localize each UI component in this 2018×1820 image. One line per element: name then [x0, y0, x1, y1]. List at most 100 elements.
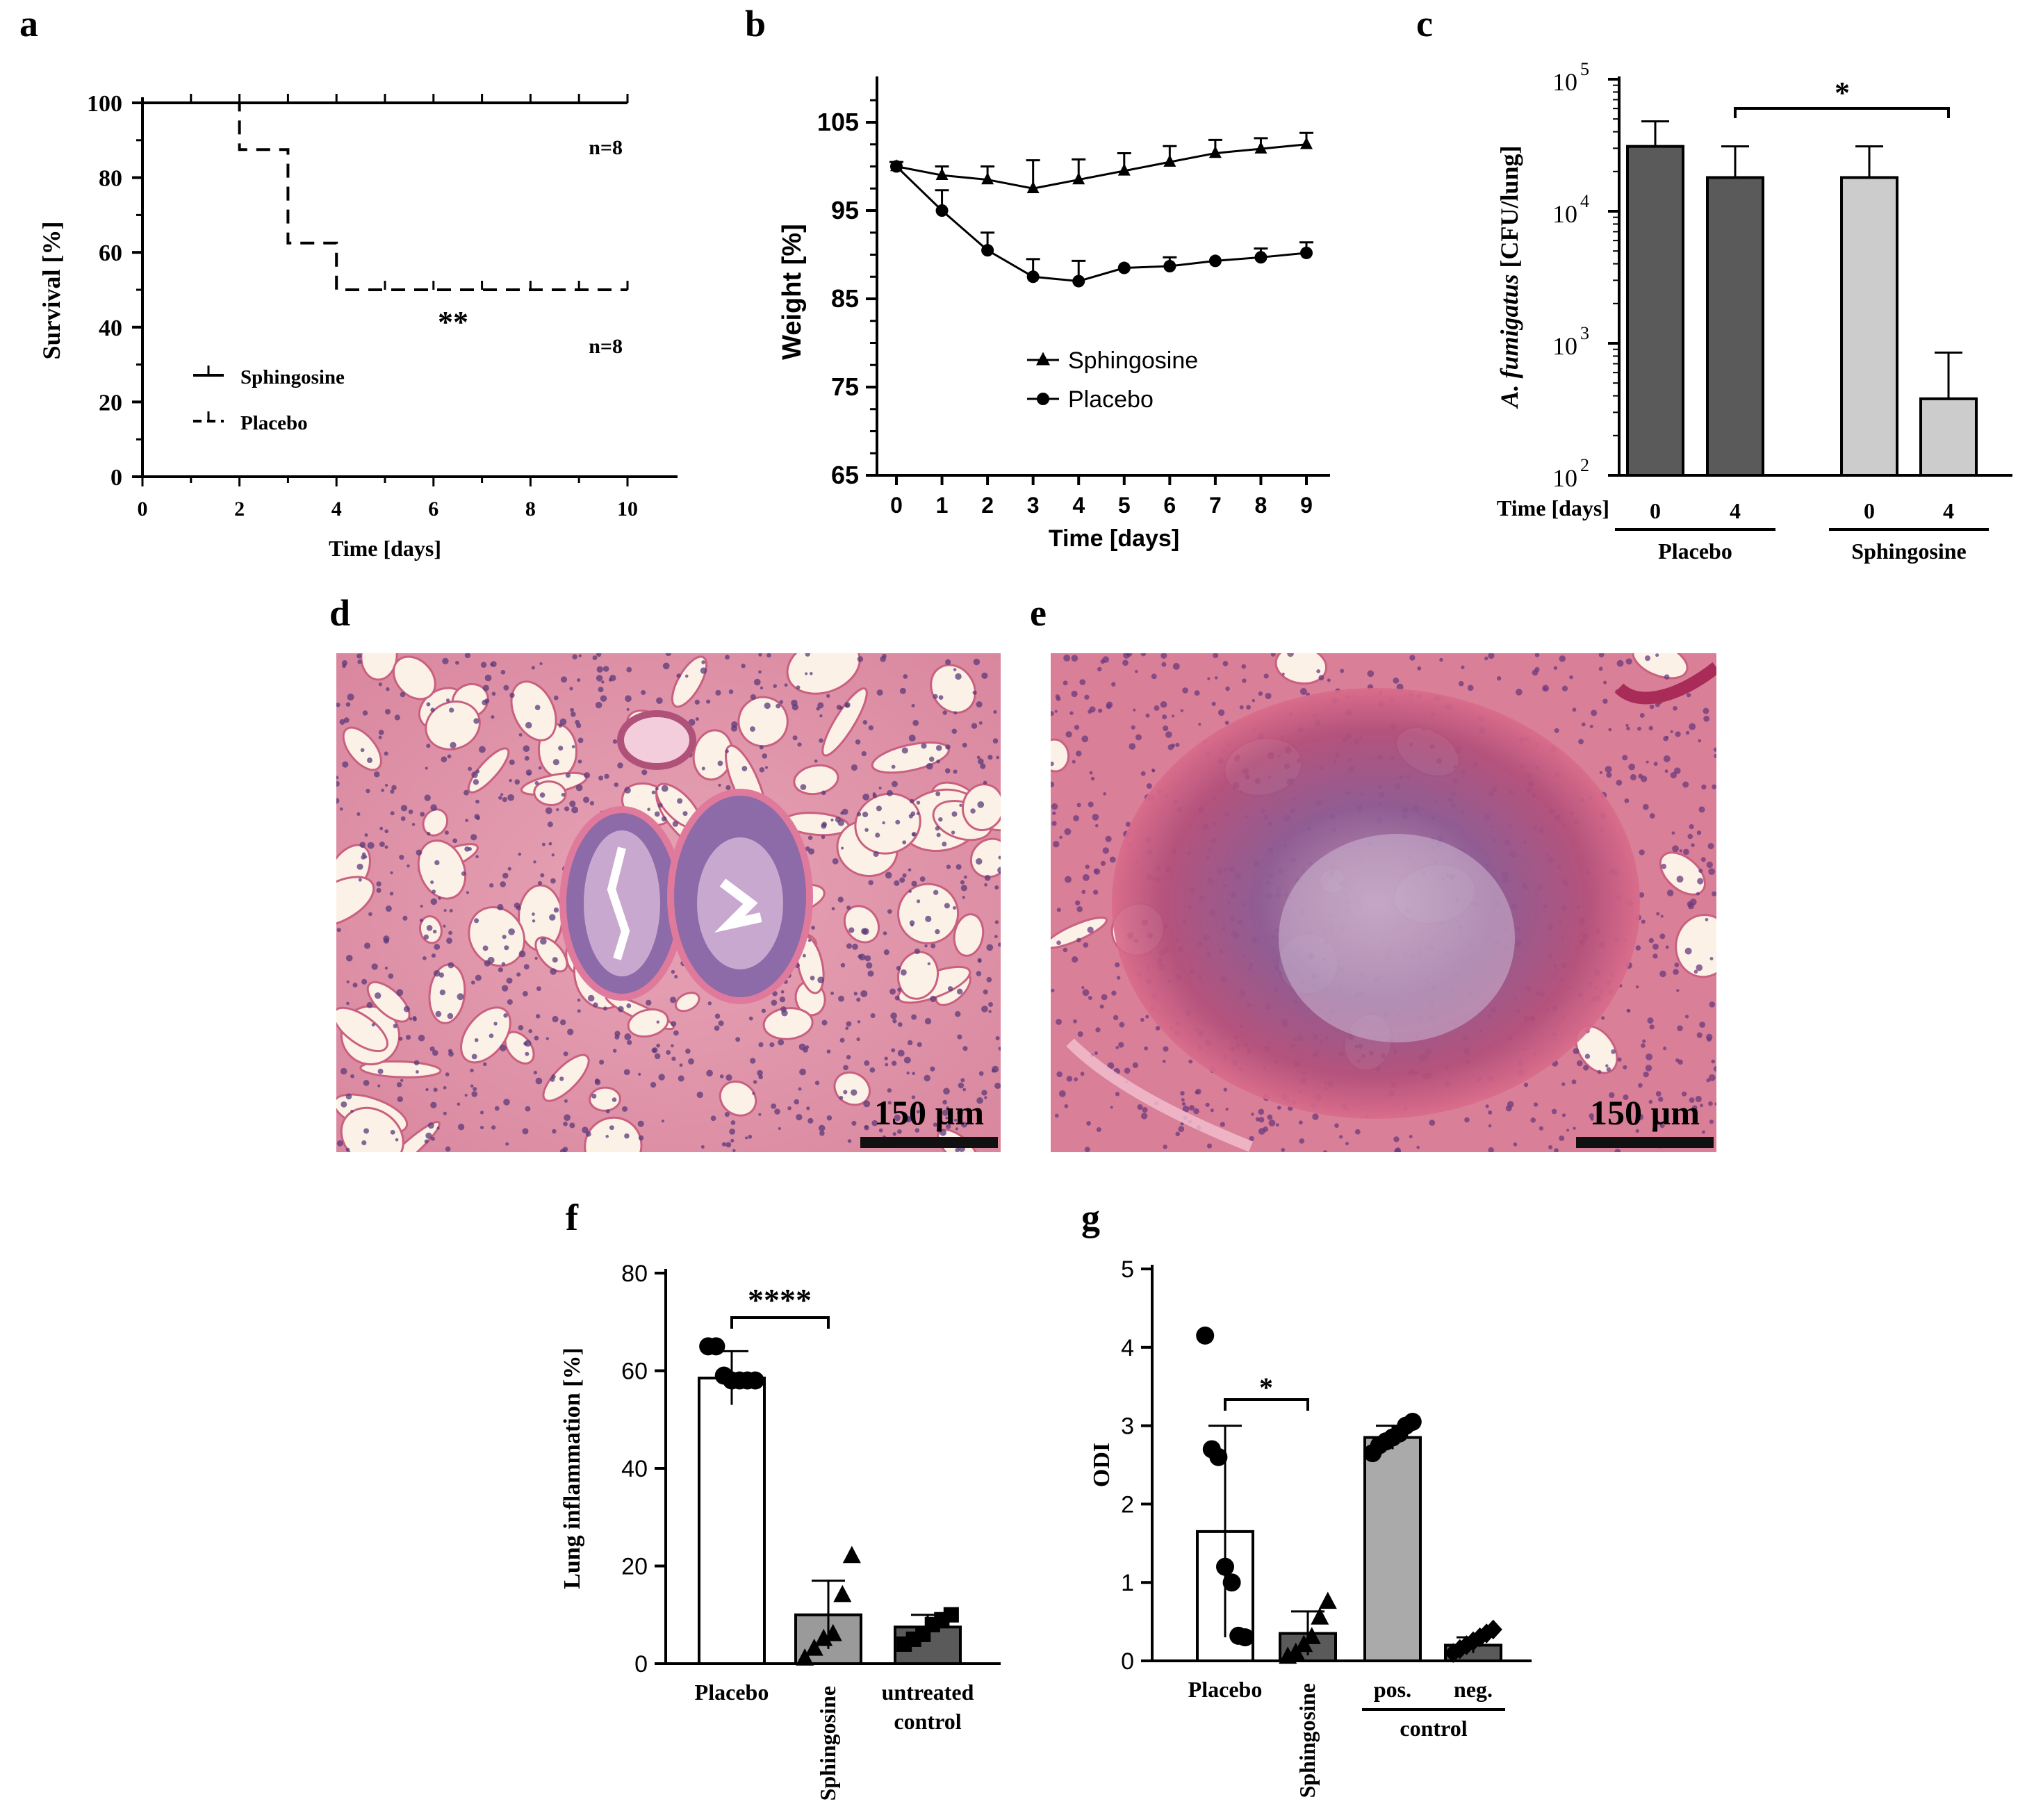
cell-nucleus	[1181, 1098, 1185, 1102]
cell-nucleus	[1251, 1113, 1254, 1116]
cell-nucleus	[654, 811, 660, 817]
cell-nucleus	[1687, 833, 1693, 839]
y-tick-label: 40	[621, 1456, 648, 1482]
cell-nucleus	[1142, 1107, 1148, 1113]
cell-nucleus	[378, 735, 382, 739]
cell-nucleus	[710, 1115, 716, 1122]
cell-nucleus	[345, 702, 351, 707]
cell-nucleus	[887, 1101, 892, 1105]
cell-nucleus	[1110, 1106, 1113, 1109]
cell-nucleus	[532, 912, 535, 916]
cell-nucleus	[831, 907, 835, 910]
significance-label: *	[1259, 1372, 1273, 1403]
cell-nucleus	[805, 672, 808, 675]
cell-nucleus	[536, 1014, 541, 1019]
cell-nucleus	[1287, 653, 1294, 657]
cell-nucleus	[446, 937, 452, 944]
cell-nucleus	[666, 1050, 671, 1055]
cell-nucleus	[1439, 657, 1443, 662]
cell-nucleus	[432, 929, 437, 934]
cell-nucleus	[523, 964, 530, 970]
cell-nucleus	[609, 674, 616, 682]
cell-nucleus	[884, 1056, 888, 1060]
cell-nucleus	[992, 738, 999, 744]
cell-nucleus	[863, 1100, 871, 1108]
cell-nucleus	[402, 915, 408, 921]
cell-nucleus	[1700, 1104, 1704, 1108]
cell-nucleus	[962, 896, 965, 899]
cell-nucleus	[959, 803, 962, 807]
cell-nucleus	[1239, 705, 1244, 710]
data-point-1	[833, 1584, 852, 1602]
cell-nucleus	[927, 962, 930, 966]
cell-nucleus	[624, 787, 631, 794]
cell-nucleus	[389, 892, 394, 896]
cell-nucleus	[1093, 889, 1099, 895]
alveolar-space	[542, 1054, 590, 1102]
cell-nucleus	[1161, 662, 1167, 667]
cell-nucleus	[376, 881, 382, 887]
cell-nucleus	[1074, 724, 1080, 730]
weight-chart: 65 75 85 95 105 0 1 2 3 4 5 6 7 8 9 Time [days] Weight […	[778, 76, 1330, 552]
cell-nucleus	[591, 1093, 597, 1099]
cell-nucleus	[855, 739, 861, 745]
cell-nucleus	[356, 653, 362, 659]
cell-nucleus	[1316, 669, 1321, 673]
cell-nucleus	[1705, 1033, 1713, 1040]
cell-nucleus	[669, 997, 677, 1003]
cell-nucleus	[548, 842, 552, 846]
cell-nucleus	[468, 766, 473, 771]
cell-nucleus	[594, 1079, 600, 1084]
cell-nucleus	[728, 689, 734, 694]
cell-nucleus	[889, 988, 896, 995]
cell-nucleus	[641, 769, 648, 776]
cell-nucleus	[851, 764, 858, 771]
cell-nucleus	[424, 794, 431, 801]
cell-nucleus	[764, 702, 771, 710]
cell-nucleus	[1606, 1067, 1611, 1072]
cell-nucleus	[509, 778, 512, 782]
cell-nucleus	[366, 789, 370, 794]
x-tick-label: neg.	[1454, 1677, 1493, 1702]
cell-nucleus	[870, 1013, 876, 1019]
cell-nucleus	[627, 1040, 632, 1045]
cell-nucleus	[1076, 751, 1082, 757]
cell-nucleus	[498, 967, 504, 973]
cell-nucleus	[1089, 706, 1096, 713]
cell-nucleus	[550, 878, 556, 884]
x-tick-label: 2	[234, 498, 245, 520]
cell-nucleus	[1086, 1121, 1091, 1126]
point-sphingosine	[1208, 146, 1222, 158]
data-point-0	[1196, 1326, 1215, 1345]
cell-nucleus	[359, 842, 366, 848]
cell-nucleus	[596, 675, 603, 682]
cell-nucleus	[682, 811, 688, 817]
cell-nucleus	[371, 963, 378, 970]
cell-nucleus	[559, 1148, 567, 1152]
cell-nucleus	[1714, 1102, 1716, 1106]
cell-nucleus	[758, 1074, 763, 1080]
cell-nucleus	[900, 969, 907, 976]
cell-nucleus	[587, 994, 595, 1002]
cell-nucleus	[826, 1049, 831, 1054]
cell-nucleus	[376, 887, 382, 893]
cell-nucleus	[471, 1054, 477, 1060]
cell-nucleus	[505, 1142, 509, 1146]
cell-nucleus	[976, 755, 981, 760]
cell-nucleus	[1496, 676, 1502, 681]
cell-nucleus	[1687, 901, 1693, 908]
cell-nucleus	[1696, 964, 1703, 972]
cell-nucleus	[612, 1097, 617, 1102]
cell-nucleus	[420, 904, 423, 908]
cell-nucleus	[345, 1147, 350, 1152]
bar-1	[1706, 176, 1764, 477]
cell-nucleus	[1224, 721, 1229, 725]
cell-nucleus	[1709, 956, 1714, 960]
cell-nucleus	[856, 812, 862, 817]
cell-nucleus	[1094, 1051, 1098, 1056]
cell-nucleus	[1144, 1046, 1149, 1051]
cell-nucleus	[1534, 666, 1540, 673]
cell-nucleus	[725, 785, 731, 791]
cell-nucleus	[1606, 772, 1612, 778]
